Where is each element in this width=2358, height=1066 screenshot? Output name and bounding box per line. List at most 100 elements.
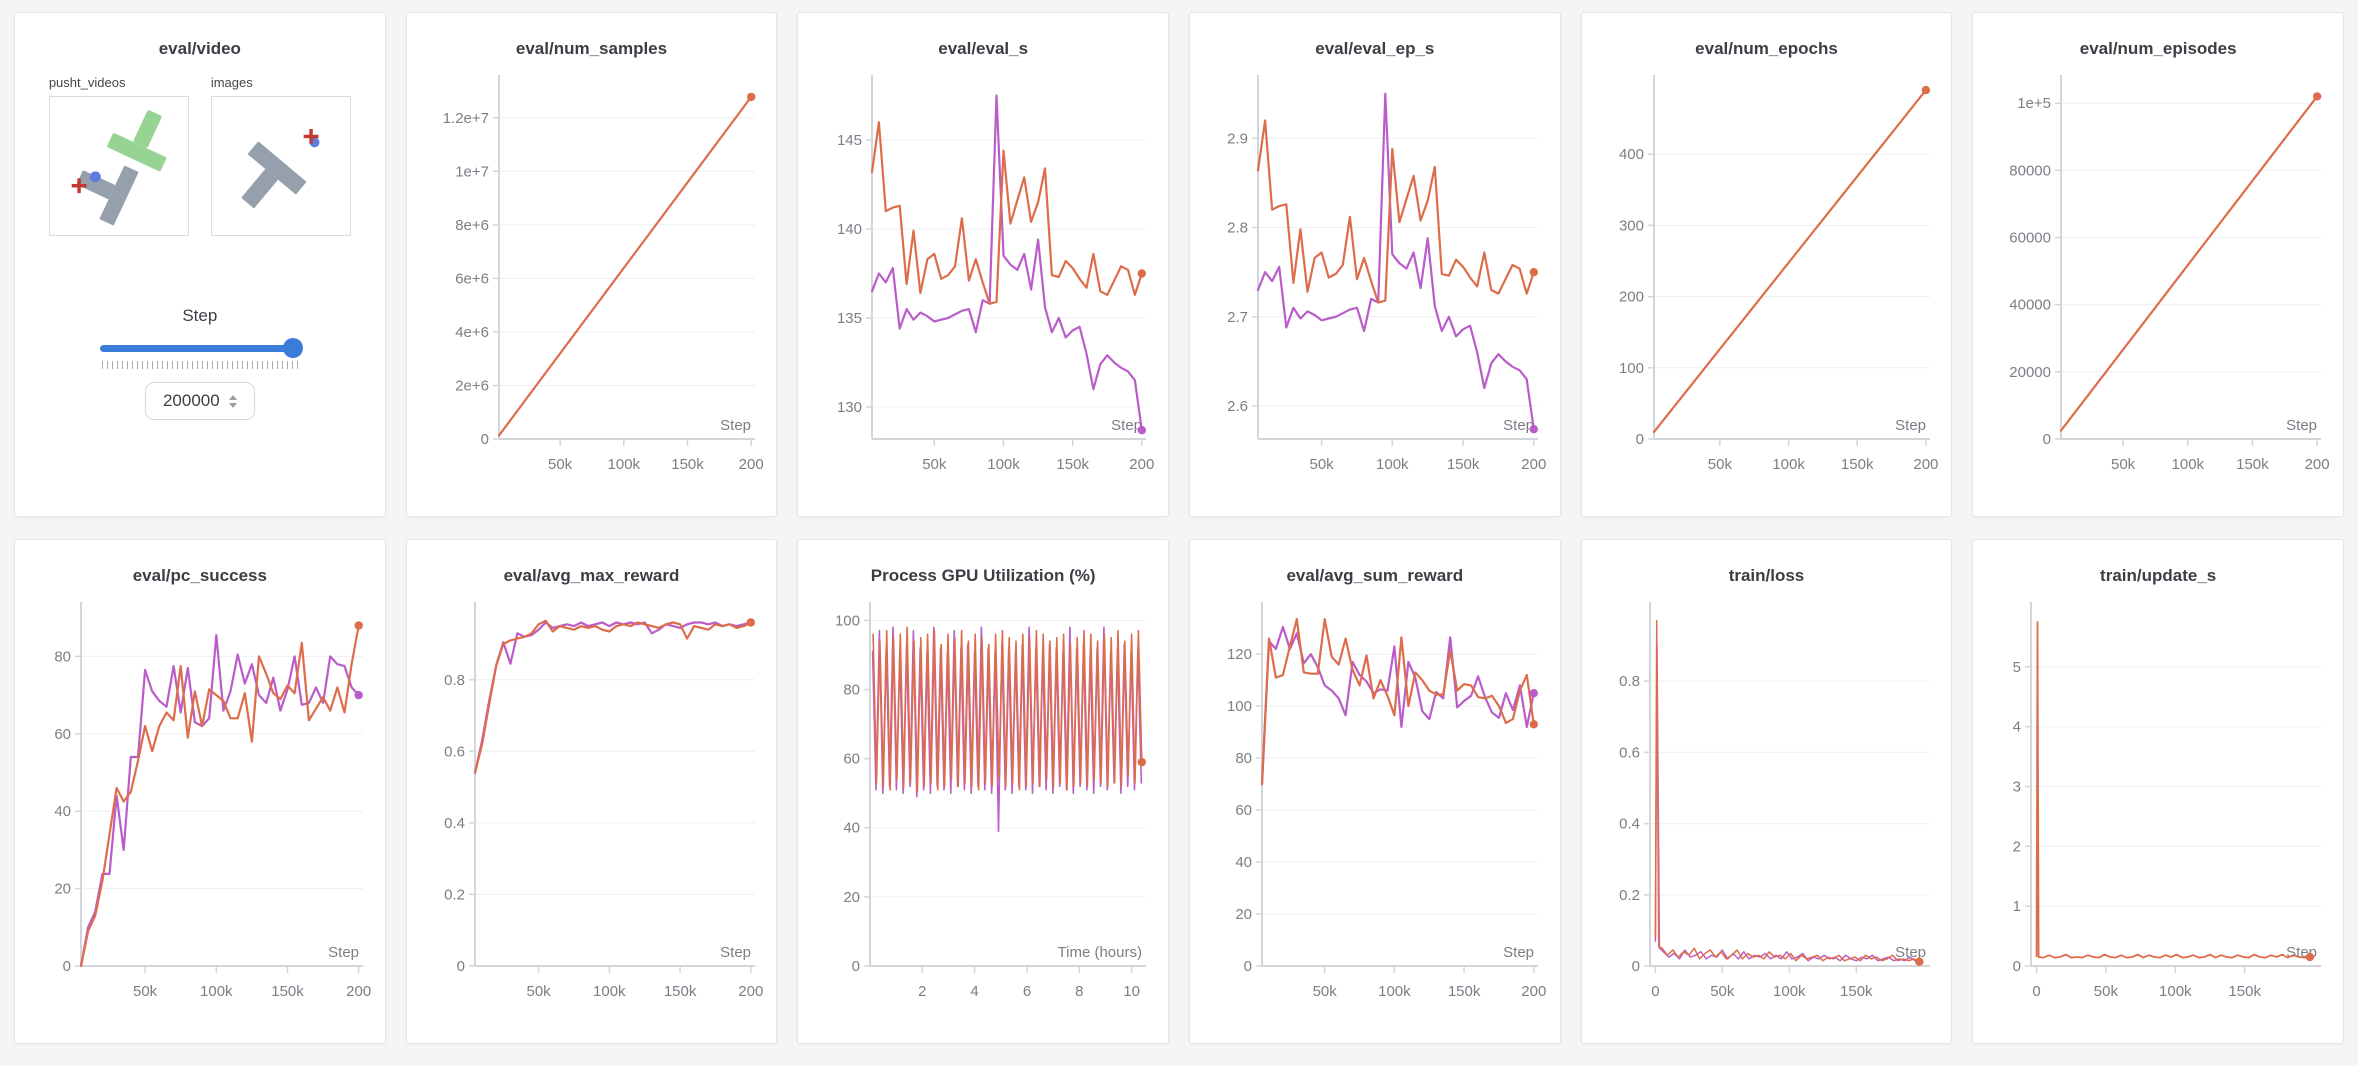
chart: 0 20000 40000 60000 80000 1e+5 50k 100k 150k 200 S… [1989, 67, 2329, 493]
svg-text:200: 200 [1619, 289, 1644, 306]
stepper-controls[interactable] [228, 394, 237, 408]
panel-eval-num-samples: eval/num_samples 0 2e+6 4e+6 6e+6 8e+6 1e+7 1.… [405, 12, 778, 517]
panel-train-loss: train/loss 0 0.2 0.4 0.6 0.8 0 50k 100k 150k Step [1580, 539, 1953, 1044]
svg-text:0.2: 0.2 [444, 886, 465, 903]
chart-canvas[interactable]: 130 135 140 145 50k 100k 150k 200 Step [814, 67, 1154, 493]
svg-text:2: 2 [918, 983, 926, 1000]
svg-text:100: 100 [1227, 698, 1252, 715]
svg-text:0: 0 [63, 958, 71, 975]
svg-text:100k: 100k [1378, 983, 1411, 1000]
svg-text:0.8: 0.8 [444, 672, 465, 689]
chart-canvas[interactable]: 0 20 40 60 80 100 120 50k 100k 150k 200 Step [1206, 594, 1546, 1020]
step-slider[interactable] [99, 338, 303, 358]
chart-canvas[interactable]: 2.6 2.7 2.8 2.9 50k 100k 150k 200 Step [1206, 67, 1546, 493]
svg-text:60000: 60000 [2010, 230, 2052, 247]
panel-title: eval/num_samples [515, 39, 668, 58]
svg-text:Step: Step [1111, 417, 1142, 434]
svg-text:0.4: 0.4 [444, 815, 465, 832]
slider-track[interactable] [99, 345, 300, 352]
panel-title: Process GPU Utilization (%) [870, 566, 1096, 585]
chart: 0 20 40 60 80 100 2 4 6 8 10 Time (hours) [814, 594, 1152, 1020]
svg-text:60: 60 [1235, 802, 1252, 819]
slider-thumb[interactable] [282, 338, 303, 358]
svg-text:Step: Step [2286, 417, 2317, 434]
svg-text:80: 80 [54, 648, 71, 665]
svg-text:150k: 150k [671, 456, 704, 473]
images-thumbnail[interactable] [210, 96, 351, 236]
svg-text:0: 0 [1635, 431, 1643, 448]
chart-canvas[interactable]: 0 20 40 60 80 50k 100k 150k 200 Step [31, 594, 371, 1020]
svg-text:40: 40 [54, 803, 71, 820]
chart-canvas[interactable]: 0 100 200 300 400 50k 100k 150k 200 Step [1598, 67, 1938, 493]
svg-text:200: 200 [1130, 456, 1155, 473]
chart: 0 0.2 0.4 0.6 0.8 0 50k 100k 150k Step [1598, 594, 1936, 1020]
panel-title: eval/pc_success [132, 566, 267, 585]
svg-text:Step: Step [328, 944, 359, 961]
agent-dot [89, 171, 101, 183]
svg-text:0: 0 [456, 958, 464, 975]
panel-eval-avg-max-reward: eval/avg_max_reward 0 0.2 0.4 0.6 0.8 50k 100k… [405, 539, 778, 1044]
chart: 0 20 40 60 80 50k 100k 150k 200 Step [31, 594, 371, 1020]
svg-text:150k: 150k [2236, 456, 2269, 473]
panel-title: eval/avg_sum_reward [1286, 566, 1464, 585]
panel-title: eval/num_episodes [2079, 39, 2237, 58]
svg-text:6e+6: 6e+6 [455, 270, 489, 287]
svg-text:200: 200 [1913, 456, 1938, 473]
panel-train-update-s: train/update_s 0 1 2 3 4 5 0 50k 100k 150k Step [1972, 539, 2344, 1044]
svg-text:5: 5 [2013, 659, 2021, 676]
svg-text:80: 80 [844, 682, 861, 699]
svg-text:2.6: 2.6 [1227, 398, 1248, 415]
chart-canvas[interactable]: 0 0.2 0.4 0.6 0.8 0 50k 100k 150k Step [1598, 594, 1938, 1020]
svg-text:50k: 50k [133, 983, 158, 1000]
svg-text:0.6: 0.6 [444, 743, 465, 760]
svg-text:0: 0 [2033, 983, 2041, 1000]
svg-text:50k: 50k [1309, 456, 1334, 473]
svg-text:150k: 150k [1448, 983, 1481, 1000]
svg-text:8e+6: 8e+6 [455, 217, 489, 234]
panel-process-gpu-utilization: Process GPU Utilization (%) 0 20 40 60 80 100… [797, 539, 1169, 1044]
step-value-input[interactable]: 200000 [144, 382, 255, 420]
svg-text:150k: 150k [663, 983, 696, 1000]
svg-text:50k: 50k [526, 983, 551, 1000]
chart-canvas[interactable]: 0 20 40 60 80 100 2 4 6 8 10 Time (hours) [814, 594, 1154, 1020]
svg-text:2.7: 2.7 [1227, 309, 1248, 326]
svg-text:4: 4 [971, 983, 979, 1000]
panel-title: eval/eval_ep_s [1315, 39, 1435, 58]
svg-text:0.2: 0.2 [1619, 887, 1640, 904]
panel-eval-num-episodes: eval/num_episodes 0 20000 40000 60000 80000 1… [1972, 12, 2344, 517]
svg-text:150k: 150k [1447, 456, 1480, 473]
svg-text:0: 0 [2013, 958, 2021, 975]
chart-canvas[interactable]: 0 2e+6 4e+6 6e+6 8e+6 1e+7 1.2e+7 50k 100k 150k 20… [423, 67, 763, 493]
svg-text:Step: Step [720, 944, 751, 961]
svg-text:80000: 80000 [2010, 162, 2052, 179]
goal-cross [303, 129, 319, 144]
svg-text:Step: Step [1503, 944, 1534, 961]
panel-title: eval/avg_max_reward [503, 566, 680, 585]
media-label: pusht_videos [48, 75, 126, 90]
media-item-images: images [210, 75, 351, 236]
stepper-down-icon[interactable] [228, 402, 237, 408]
panel-title: train/update_s [2100, 566, 2217, 585]
chart-canvas[interactable]: 0 20000 40000 60000 80000 1e+5 50k 100k 150k 200 S… [1989, 67, 2329, 493]
svg-text:100k: 100k [200, 983, 233, 1000]
panel-eval-eval-s: eval/eval_s 130 135 140 145 50k 100k 150k 200 St… [797, 12, 1169, 517]
svg-text:4: 4 [2013, 719, 2021, 736]
svg-text:100k: 100k [1772, 456, 1805, 473]
panel-title: train/loss [1728, 566, 1805, 585]
svg-text:200: 200 [2305, 456, 2329, 473]
svg-text:145: 145 [837, 132, 862, 149]
svg-text:100k: 100k [1376, 456, 1409, 473]
svg-text:6: 6 [1023, 983, 1031, 1000]
svg-text:200: 200 [738, 456, 762, 473]
panel-eval-avg-sum-reward: eval/avg_sum_reward 0 20 40 60 80 100 120 50k 10… [1188, 539, 1561, 1044]
svg-text:50k: 50k [2111, 456, 2136, 473]
pusht-videos-thumbnail[interactable] [48, 96, 189, 236]
step-control: Step 200000 [31, 306, 369, 420]
svg-text:3: 3 [2013, 779, 2021, 796]
stepper-up-icon[interactable] [228, 394, 237, 400]
chart-canvas[interactable]: 0 0.2 0.4 0.6 0.8 50k 100k 150k 200 Step [423, 594, 763, 1020]
chart: 0 100 200 300 400 50k 100k 150k 200 Step [1598, 67, 1938, 493]
svg-text:150k: 150k [271, 983, 304, 1000]
